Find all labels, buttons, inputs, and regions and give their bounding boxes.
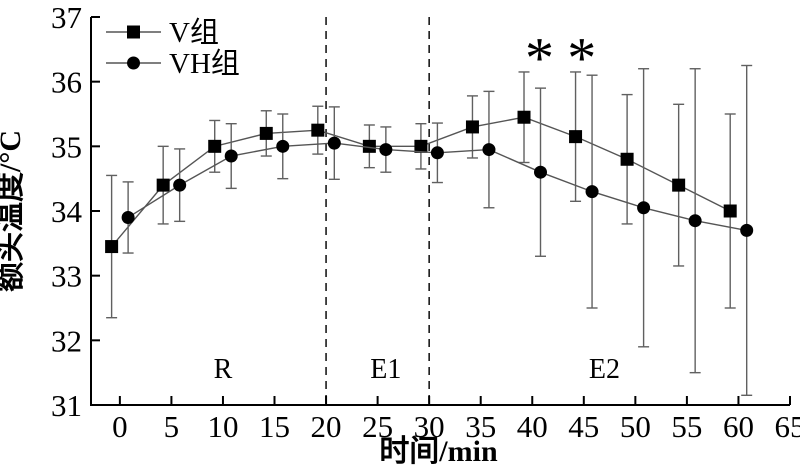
circle-marker — [173, 178, 187, 192]
square-marker — [569, 130, 583, 144]
circle-marker — [121, 210, 135, 224]
legend-circle-marker — [127, 56, 140, 70]
error-bars — [122, 64, 753, 396]
x-tick-label: 40 — [517, 409, 548, 444]
x-tick-label: 65 — [775, 409, 800, 444]
series-vh — [121, 64, 754, 396]
square-marker — [465, 120, 479, 134]
circle-marker — [276, 139, 290, 153]
circle-marker — [327, 136, 341, 150]
square-marker — [414, 139, 428, 153]
y-tick-label: 31 — [51, 388, 82, 423]
y-tick-label: 37 — [51, 0, 82, 35]
series-v — [105, 71, 737, 319]
x-tick-label: 15 — [259, 409, 290, 444]
circle-marker — [224, 149, 238, 163]
square-marker — [517, 110, 531, 124]
phase-labels: R E1 E2 — [214, 354, 620, 385]
square-marker — [105, 240, 119, 254]
x-tick-label: 5 — [164, 409, 180, 444]
square-marker — [156, 178, 170, 192]
x-tick-label: 55 — [671, 409, 702, 444]
significance-markers: * * — [525, 25, 596, 90]
square-marker — [362, 139, 376, 153]
legend-square-marker — [127, 25, 140, 39]
series-markers — [121, 136, 754, 237]
square-marker — [723, 204, 737, 218]
circle-marker — [534, 165, 548, 179]
circle-marker — [482, 143, 496, 157]
x-tick-label: 50 — [620, 409, 651, 444]
x-axis: 0 5 10 15 20 25 30 35 40 45 50 55 60 65 — [112, 396, 800, 444]
y-tick-label: 33 — [51, 259, 82, 294]
y-tick-label: 34 — [51, 194, 83, 229]
x-tick-label: 60 — [723, 409, 754, 444]
circle-marker — [688, 214, 702, 228]
circle-marker — [379, 143, 393, 157]
phase-label-r: R — [214, 354, 233, 385]
y-axis: 31 32 33 34 35 36 37 — [51, 0, 100, 423]
circle-marker — [740, 223, 754, 237]
x-tick-label: 10 — [207, 409, 238, 444]
square-marker — [208, 139, 222, 153]
square-marker — [259, 126, 273, 140]
phase-label-e2: E2 — [589, 354, 620, 385]
x-tick-label: 45 — [568, 409, 599, 444]
legend-entry-v: V组 — [106, 16, 219, 49]
y-tick-label: 32 — [51, 323, 82, 358]
square-marker — [620, 152, 634, 166]
circle-marker — [637, 201, 651, 215]
y-axis-title: 额头温度/°C — [0, 130, 27, 292]
x-tick-label: 30 — [414, 409, 445, 444]
x-tick-label: 35 — [465, 409, 496, 444]
square-marker — [311, 123, 325, 137]
error-bars — [106, 71, 736, 319]
circle-marker — [585, 185, 599, 199]
x-tick-label: 20 — [311, 409, 342, 444]
asterisk-1: * — [525, 25, 554, 90]
x-tick-label: 25 — [362, 409, 393, 444]
y-tick-label: 35 — [51, 129, 82, 164]
square-marker — [672, 178, 686, 192]
x-axis-title: 时间/min — [379, 435, 498, 468]
legend-label: V组 — [169, 16, 219, 49]
y-tick-label: 36 — [51, 65, 82, 100]
x-tick-label: 0 — [112, 409, 128, 444]
legend-entry-vh: VH组 — [106, 47, 240, 80]
series-markers — [105, 110, 737, 254]
phase-label-e1: E1 — [370, 354, 401, 385]
phase-boundary-lines — [325, 17, 430, 405]
legend-label: VH组 — [169, 47, 240, 80]
circle-marker — [430, 146, 444, 160]
